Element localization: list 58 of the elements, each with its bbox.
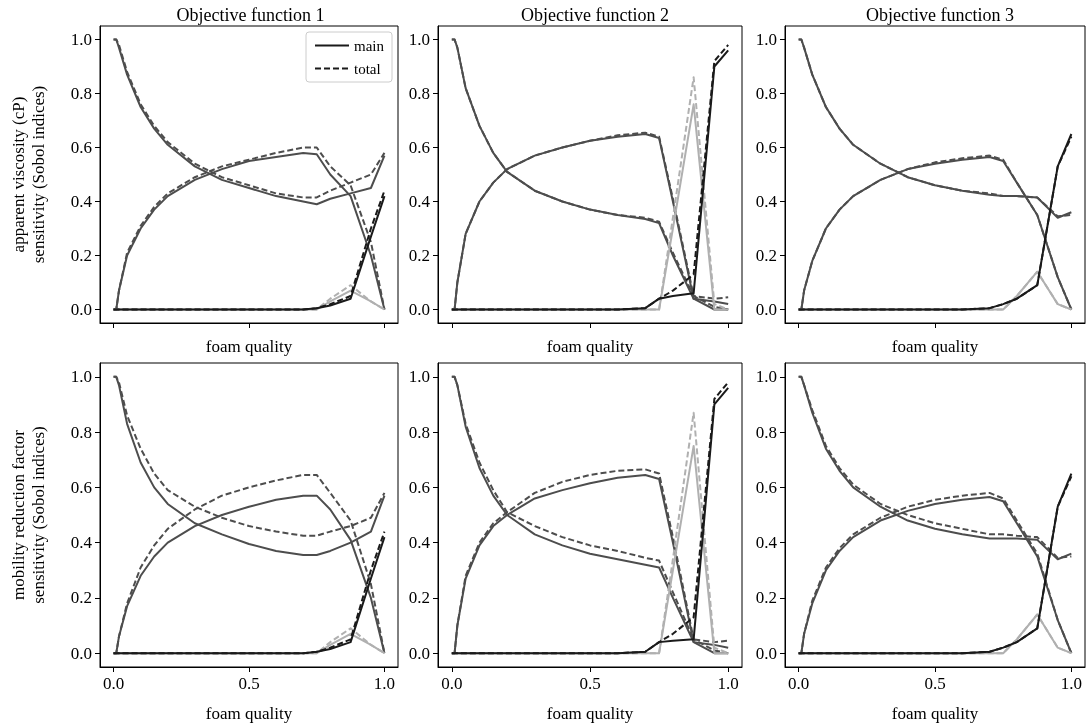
y-tick-label: 0.0 [408, 643, 430, 663]
y-tick-label: 0.6 [408, 477, 430, 497]
y-tick-label: 0.8 [755, 84, 777, 103]
chart-title: Objective function 1 [176, 5, 325, 25]
x-tick-label: 0.5 [238, 674, 260, 693]
y-tick-label: 0.0 [755, 643, 777, 663]
y-tick-label: 0.8 [70, 422, 92, 442]
y-tick-label: 0.8 [408, 84, 430, 103]
x-tick-label: 1.0 [717, 674, 739, 693]
y-tick-label: 1.0 [408, 367, 430, 387]
x-axis-title: foam quality [205, 704, 293, 723]
y-tick-label: 0.0 [755, 300, 777, 319]
x-tick-label: 0.5 [579, 674, 601, 693]
y-tick-label: 0.6 [755, 138, 777, 157]
y-tick-label: 0.0 [408, 300, 430, 319]
y-tick-label: 0.6 [70, 138, 92, 157]
y-tick-label: 0.2 [408, 588, 430, 608]
x-axis-title: foam quality [891, 704, 979, 723]
x-axis-title: foam quality [891, 337, 979, 356]
y-tick-label: 1.0 [408, 30, 430, 49]
y-tick-label: 1.0 [70, 30, 92, 49]
y-tick-label: 0.4 [70, 192, 93, 211]
y-tick-label: 0.0 [70, 300, 92, 319]
x-tick-label: 1.0 [1060, 674, 1082, 693]
y-tick-label: 1.0 [70, 367, 92, 387]
x-tick-label: 0.0 [788, 674, 810, 693]
y-tick-label: 0.2 [755, 246, 777, 265]
y-tick-label: 0.2 [70, 246, 92, 265]
x-axis-title: foam quality [546, 337, 634, 356]
y-tick-label: 1.0 [755, 367, 777, 387]
y-tick-label: 0.8 [755, 422, 777, 442]
y-tick-label: 1.0 [755, 30, 777, 49]
x-axis-title: foam quality [546, 704, 634, 723]
y-tick-label: 0.2 [755, 588, 777, 608]
x-tick-label: 1.0 [373, 674, 396, 693]
y-tick-label: 0.4 [408, 192, 431, 211]
y-tick-label: 0.4 [408, 533, 431, 553]
y-tick-label: 0.6 [755, 477, 777, 497]
y-axis-title: mobility reduction factor sensitivity (Sobol indices) [8, 426, 48, 604]
x-tick-label: 0.0 [102, 674, 125, 693]
y-tick-label: 0.4 [70, 533, 93, 553]
x-axis-title: foam quality [205, 337, 293, 356]
y-tick-label: 0.2 [70, 588, 92, 608]
legend-label: total [354, 60, 381, 77]
chart-title: Objective function 2 [521, 5, 669, 25]
y-tick-label: 0.6 [408, 138, 430, 157]
x-tick-label: 0.0 [441, 674, 463, 693]
y-tick-label: 0.6 [70, 477, 92, 497]
y-tick-label: 0.4 [755, 192, 778, 211]
y-tick-label: 0.0 [70, 643, 92, 663]
chart-title: Objective function 3 [866, 5, 1014, 25]
x-tick-label: 0.5 [924, 674, 946, 693]
y-tick-label: 0.4 [755, 533, 778, 553]
y-tick-label: 0.8 [70, 84, 92, 103]
legend-label: main [354, 37, 385, 54]
y-axis-title: apparent viscosity (cP) sensitivity (Sobol indices) [8, 85, 48, 264]
y-tick-label: 0.8 [408, 422, 430, 442]
y-tick-label: 0.2 [408, 246, 430, 265]
